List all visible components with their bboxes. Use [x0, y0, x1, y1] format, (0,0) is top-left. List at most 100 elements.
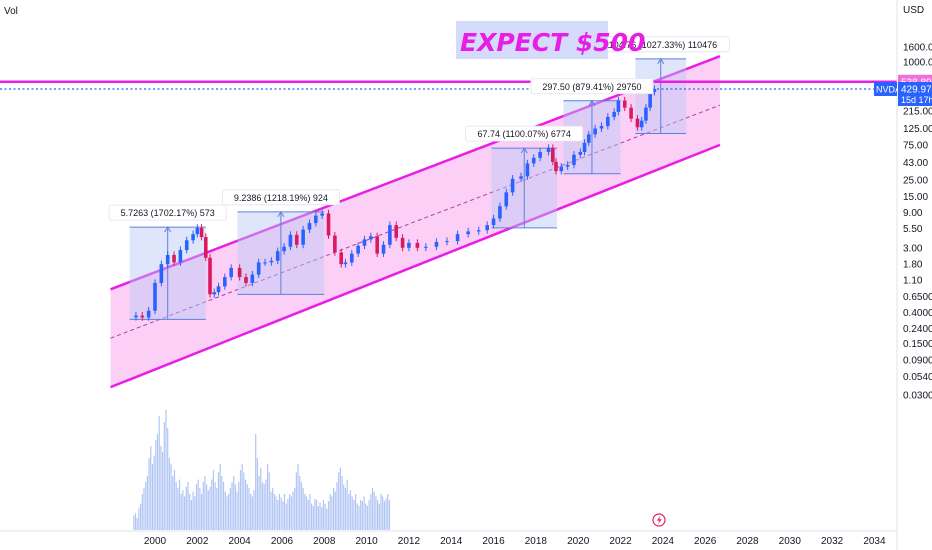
time-axis[interactable]: 2000 2002 2004 2006 2008 2010 2012 2014 2016 2018…: [144, 536, 886, 547]
y-tick-label: 3.00: [903, 243, 923, 254]
candle-body: [356, 245, 360, 254]
volume-bar: [343, 484, 345, 530]
volume-bar: [285, 503, 287, 530]
x-tick-label: 2014: [440, 536, 463, 547]
candle-body: [256, 262, 261, 275]
measure-arrow-head: [520, 147, 528, 154]
volume-bar: [165, 410, 167, 530]
x-tick-label: 2004: [229, 536, 252, 547]
x-tick-label: 2028: [736, 536, 759, 547]
volume-bar: [378, 503, 380, 530]
volume-bar: [163, 422, 165, 530]
channel-mid-line[interactable]: [110, 104, 721, 339]
volume-bar: [360, 500, 362, 530]
volume-bar: [256, 458, 259, 530]
candle-body: [212, 292, 217, 295]
volume-bar: [300, 482, 303, 530]
y-tick-label: 0.0300: [903, 391, 932, 402]
y-tick-label: 43.00: [903, 158, 928, 169]
volume-bar: [251, 496, 253, 530]
volume-bar: [290, 496, 292, 530]
measure-label-bg: [108, 204, 227, 221]
measure-arrow-head: [657, 57, 665, 65]
volume-bar: [299, 476, 301, 530]
candle-body: [400, 237, 405, 248]
candle-body: [375, 236, 379, 254]
measure-label-bg: [530, 78, 654, 95]
price-axis[interactable]: 1600.00 1000.00 215.00 125.00 75.00 43.00 25.0…: [903, 42, 932, 401]
volume-bar: [190, 500, 192, 530]
candle-body: [519, 176, 523, 179]
candle-body: [572, 154, 576, 165]
volume-bar: [148, 458, 150, 530]
candle-body: [333, 235, 337, 253]
volume-bar: [136, 518, 138, 530]
x-tick-label: 2012: [398, 536, 421, 547]
volume-bar: [272, 488, 274, 530]
candle-body: [237, 267, 242, 278]
volume-bar: [375, 496, 377, 530]
candle-body: [629, 107, 633, 119]
candle-body: [612, 111, 616, 117]
volume-bar: [288, 494, 291, 530]
volume-bar: [331, 496, 333, 530]
measure-label: 5.7263 (1702.17%) 573: [121, 208, 215, 218]
x-tick-label: 2034: [863, 536, 886, 547]
x-tick-label: 2002: [186, 536, 209, 547]
candle-body: [159, 264, 164, 283]
volume-bar: [182, 490, 184, 530]
banner-background: [456, 21, 608, 59]
volume-bar: [283, 494, 286, 530]
volume-bar: [222, 482, 225, 530]
volume-bar: [287, 498, 289, 530]
volume-bar: [280, 497, 282, 530]
lightning-icon[interactable]: [652, 513, 666, 527]
volume-bar: [211, 479, 213, 530]
candle-body: [326, 213, 331, 236]
candle-body: [184, 240, 189, 251]
candle-body: [455, 234, 460, 242]
volume-bar: [238, 482, 240, 530]
volume-bar: [317, 506, 319, 530]
volume-bar: [158, 416, 160, 530]
volume-bar: [383, 501, 385, 530]
channel-upper-line[interactable]: [110, 55, 721, 291]
y-tick-label: 25.00: [903, 175, 928, 186]
candle-body: [250, 274, 255, 283]
candle-body: [244, 277, 248, 283]
volume-bar: [199, 488, 201, 530]
candle-body: [301, 229, 305, 245]
candle-body: [191, 234, 195, 241]
volume-bar: [207, 490, 209, 530]
y-tick-label: 1.10: [903, 275, 923, 286]
volume-bar: [363, 496, 365, 530]
price-candles: [134, 85, 657, 321]
volume-bar: [160, 446, 162, 530]
candle-body: [362, 239, 367, 246]
candle-body: [314, 215, 318, 224]
candle-body: [394, 225, 399, 238]
volume-bar: [349, 490, 352, 530]
candle-body: [263, 262, 267, 264]
measure-label: 1104.76 (1027.33%) 110476: [604, 40, 717, 50]
volume-bar: [385, 498, 387, 530]
candle-body: [275, 251, 280, 261]
x-tick-label: 2010: [355, 536, 378, 547]
volume-bar: [321, 507, 323, 530]
channel-lower-line[interactable]: [110, 143, 721, 389]
volume-bar: [141, 494, 143, 530]
volume-bar: [382, 496, 384, 530]
candle-body: [578, 151, 583, 155]
volume-bar: [202, 482, 204, 530]
candle-body: [195, 227, 200, 235]
x-tick-label: 2006: [271, 536, 294, 547]
volume-bar: [294, 488, 296, 530]
candle-body: [622, 100, 627, 108]
volume-bar: [206, 484, 208, 530]
volume-bar: [366, 506, 369, 530]
volume-bars: [133, 410, 391, 530]
y-tick-label: 1000.00: [903, 58, 932, 69]
volume-bar: [387, 494, 389, 530]
y-tick-label: 0.6500: [903, 292, 932, 303]
